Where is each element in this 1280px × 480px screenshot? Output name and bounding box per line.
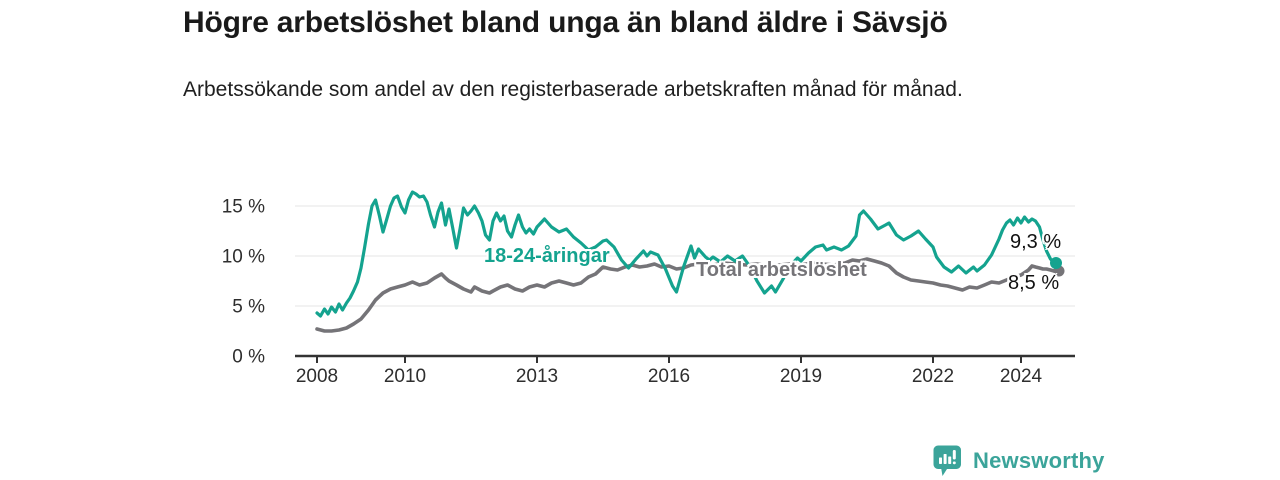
x-tick-label: 2008: [296, 366, 338, 387]
x-tick-label: 2013: [516, 366, 558, 387]
x-tick-label: 2010: [384, 366, 426, 387]
series-line-total: [315, 257, 1056, 333]
series-end-dot-youth: [1050, 257, 1062, 269]
series-label-youth: 18-24-åringar: [484, 245, 610, 267]
end-value-total: 8,5 %: [1008, 272, 1060, 294]
chart-subtitle: Arbetssökande som andel av den registerb…: [183, 78, 963, 101]
y-tick-label: 15 %: [222, 197, 265, 218]
y-tick-label: 5 %: [232, 297, 265, 318]
page-title: Högre arbetslöshet bland unga än bland ä…: [183, 6, 948, 39]
end-value-youth: 9,3 %: [1010, 231, 1062, 253]
x-tick-label: 2016: [648, 366, 690, 387]
newsworthy-logo: Newsworthy: [933, 445, 1105, 477]
y-tick-label: 10 %: [222, 247, 265, 268]
x-tick-label: 2019: [780, 366, 822, 387]
series-label-total: Total arbetslöshet: [696, 259, 867, 281]
series-line-youth: [315, 190, 1056, 318]
x-tick-label: 2022: [912, 366, 954, 387]
y-tick-label: 0 %: [232, 347, 265, 368]
bar-chart-speech-bubble-icon: [933, 445, 961, 476]
brand-name: Newsworthy: [973, 448, 1105, 473]
x-tick-label: 2024: [1000, 366, 1043, 387]
